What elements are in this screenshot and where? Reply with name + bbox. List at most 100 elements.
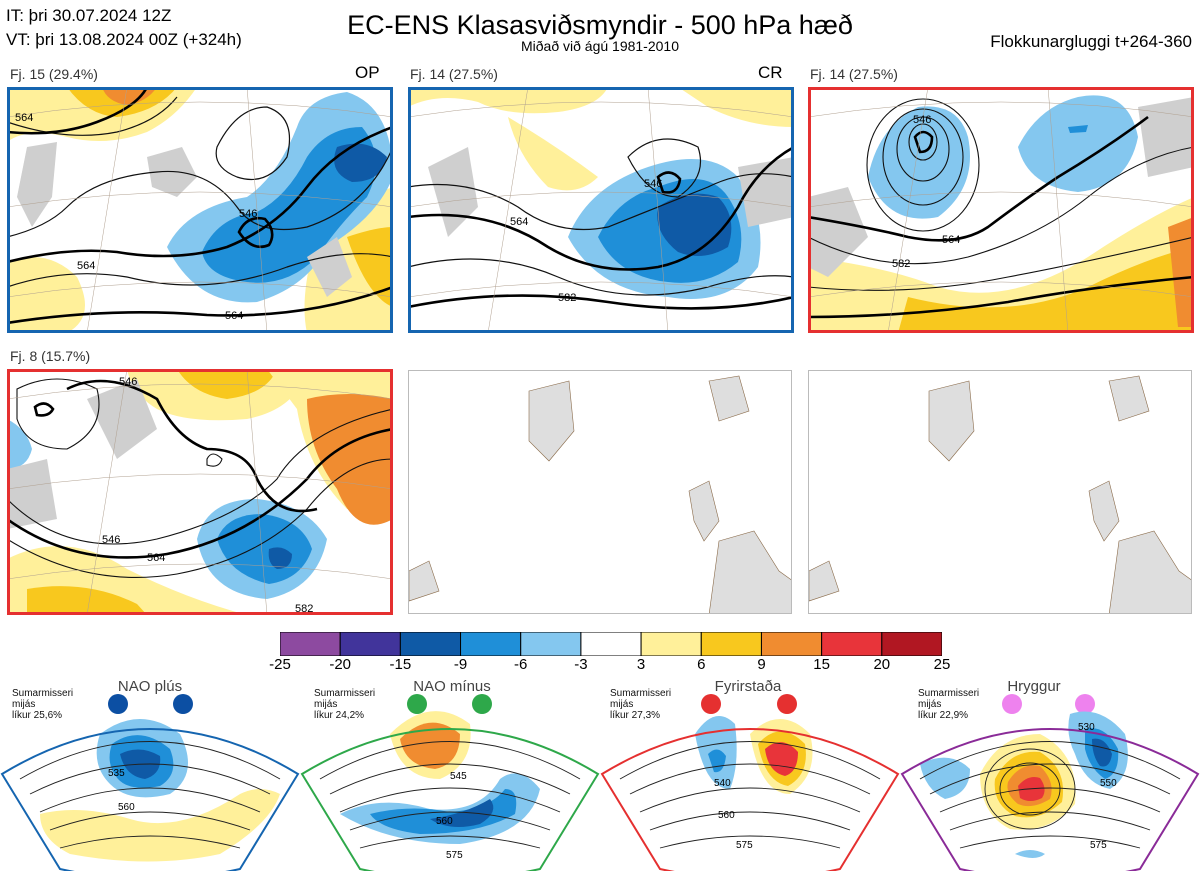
regime-title: NAO plús — [117, 678, 183, 695]
panel-1-label: Fj. 15 (29.4%) — [10, 66, 98, 82]
regime-title: Fyrirstaða — [714, 678, 782, 695]
contour-label: 546 — [119, 376, 137, 388]
regime-contour-label: 540 — [714, 778, 731, 789]
colorbar-tick-label: -25 — [269, 656, 291, 673]
initial-time-label: IT: þri 30.07.2024 12Z — [6, 6, 172, 25]
regime-dot-icon — [108, 694, 128, 714]
empty-map-panel-5 — [408, 370, 792, 614]
regime-note-line: líkur 27,3% — [610, 710, 661, 721]
colorbar-segment — [760, 632, 823, 656]
regime-note-line: Sumarmisseri — [918, 688, 980, 699]
cluster-panel-3-frame — [808, 87, 1194, 333]
regime-contour-label: 575 — [446, 850, 463, 861]
colorbar-tick-label: 6 — [697, 656, 706, 673]
regime-contour-label: 575 — [736, 840, 753, 851]
colorbar-segment — [460, 632, 522, 656]
contour-label: 582 — [558, 292, 576, 304]
regime-note-line: líkur 25,6% — [12, 710, 63, 721]
regime-nao-minus[interactable]: Sumarmisseri mijás líkur 24,2% NAO mínus… — [300, 676, 600, 871]
cluster-panel-3[interactable]: 546 564 582 — [808, 87, 1194, 333]
regime-note-line: líkur 22,9% — [918, 710, 969, 721]
regime-dot-icon — [701, 694, 721, 714]
panel-2-tag: CR — [758, 63, 783, 82]
colorbar-segment — [821, 632, 883, 656]
contour-label: 564 — [225, 310, 243, 322]
cluster-panel-2-frame — [408, 87, 794, 333]
regime-contour-label: 550 — [1100, 778, 1117, 789]
regime-dot-icon — [407, 694, 427, 714]
panel-2-label: Fj. 14 (27.5%) — [410, 66, 498, 82]
colorbar-tick-label: 25 — [933, 656, 951, 673]
contour-label: 564 — [15, 112, 33, 124]
regime-ridge[interactable]: Sumarmisseri mijás líkur 22,9% Hryggur 5… — [900, 676, 1200, 871]
cluster-panel-4-frame — [7, 369, 393, 615]
regime-contour-label: 560 — [118, 802, 135, 813]
contour-label: 564 — [510, 216, 528, 228]
regime-dot-icon — [777, 694, 797, 714]
anomaly-colorbar — [280, 632, 942, 656]
regime-note: Sumarmisseri mijás líkur 22,9% — [918, 688, 979, 721]
colorbar-segment — [881, 632, 942, 656]
contour-label: 564 — [942, 234, 960, 246]
colorbar-tick-label: -20 — [329, 656, 352, 673]
regime-blocking[interactable]: Sumarmisseri mijás líkur 27,3% Fyrirstað… — [600, 676, 900, 871]
regime-dot-icon — [1002, 694, 1022, 714]
regime-contour-label: 530 — [1078, 722, 1095, 733]
regime-nao-plus[interactable]: Sumarmisseri mijás líkur 25,6% NAO plús … — [0, 676, 300, 871]
empty-map-panel-6 — [808, 370, 1192, 614]
colorbar-tick-label: -15 — [389, 656, 412, 673]
cluster-panel-2[interactable]: 564 546 582 — [408, 87, 794, 333]
colorbar-segment — [399, 632, 462, 656]
regime-note: Sumarmisseri mijás líkur 25,6% — [12, 688, 73, 721]
colorbar-tick-label: 20 — [873, 656, 891, 673]
regime-dot-icon — [1075, 694, 1095, 714]
regime-note-line: mijás — [610, 699, 634, 710]
cluster-panel-1[interactable]: 564 546 564 564 — [7, 87, 393, 333]
contour-label: 546 — [644, 178, 662, 190]
panel-3-label: Fj. 14 (27.5%) — [810, 66, 898, 82]
colorbar-tick-label: -3 — [574, 656, 588, 673]
regime-note-line: mijás — [12, 699, 36, 710]
colorbar-tick-label: 3 — [636, 656, 646, 673]
colorbar-segment — [700, 632, 762, 656]
panel-4-label: Fj. 8 (15.7%) — [10, 348, 91, 364]
regime-note-line: mijás — [314, 699, 338, 710]
contour-label: 546 — [913, 114, 931, 126]
colorbar-tick-label: 9 — [757, 656, 766, 673]
colorbar-segment — [339, 632, 401, 656]
regime-contour-label: 575 — [1090, 840, 1107, 851]
colorbar-segment — [520, 632, 582, 656]
regime-title: NAO mínus — [413, 678, 491, 695]
contour-label: 546 — [239, 208, 257, 220]
contour-label: 564 — [77, 260, 95, 272]
valid-time-label: VT: þri 13.08.2024 00Z (+324h) — [6, 30, 242, 49]
page-subtitle: Miðað við ágú 1981-2010 — [520, 38, 679, 54]
regime-contour-label: 560 — [718, 810, 735, 821]
regime-title: Hryggur — [1007, 678, 1061, 695]
colorbar-tick-label: -6 — [514, 656, 528, 673]
regime-note-line: mijás — [918, 699, 942, 710]
cluster-panel-4[interactable]: 546 546 564 582 — [7, 369, 393, 615]
regime-contour-label: 560 — [436, 816, 453, 827]
colorbar-tick-label: 15 — [813, 656, 830, 673]
regime-contour-label: 535 — [108, 768, 125, 779]
classification-window-label: Flokkunargluggi t+264-360 — [990, 32, 1192, 51]
colorbar-segment — [580, 632, 642, 656]
regime-dot-icon — [173, 694, 193, 714]
contour-label: 564 — [147, 552, 165, 564]
contour-label: 546 — [102, 534, 120, 546]
page-title: EC-ENS Klasasviðsmyndir - 500 hPa hæð — [347, 10, 853, 40]
regime-contour-label: 545 — [450, 771, 467, 782]
regime-note: Sumarmisseri mijás líkur 24,2% — [314, 688, 375, 721]
regime-note-line: Sumarmisseri — [314, 688, 376, 699]
colorbar-segment — [280, 632, 341, 656]
regime-note-line: Sumarmisseri — [12, 688, 74, 699]
panel-1-tag: OP — [355, 63, 380, 82]
regime-dot-icon — [472, 694, 492, 714]
regime-note-line: Sumarmisseri — [610, 688, 672, 699]
regime-note: Sumarmisseri mijás líkur 27,3% — [610, 688, 671, 721]
colorbar-segment — [640, 632, 702, 656]
contour-label: 582 — [892, 258, 910, 270]
colorbar-tick-label: -9 — [453, 656, 468, 673]
regime-note-line: líkur 24,2% — [314, 710, 365, 721]
